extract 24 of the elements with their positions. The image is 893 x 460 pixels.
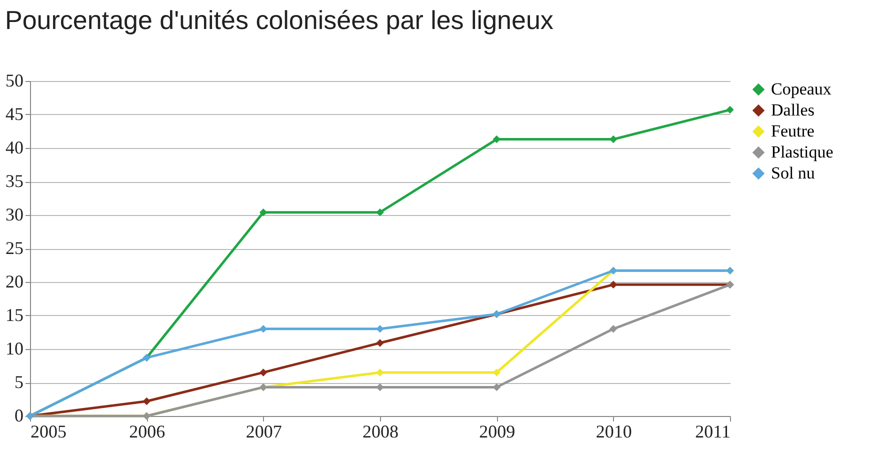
x-tick-label: 2010 [596,422,632,442]
y-tick-label: 35 [6,171,24,191]
x-tick-label: 2011 [695,422,730,442]
legend-label: Sol nu [771,164,816,182]
chart-title: Pourcentage d'unités colonisées par les ligneux [5,5,554,35]
legend-label: Feutre [771,122,814,140]
y-tick-label: 5 [14,372,24,392]
y-tick-label: 45 [6,104,24,124]
legend-label: Plastique [771,142,834,162]
y-tick-label: 30 [6,204,24,224]
y-tick-label: 15 [6,305,24,325]
y-tick-label: 50 [6,70,24,90]
legend-label: Dalles [771,100,814,120]
x-tick-label: 2005 [30,422,66,442]
y-tick-label: 25 [6,238,24,258]
x-tick-label: 2006 [129,422,166,442]
y-tick-label: 0 [14,406,24,426]
x-tick-label: 2009 [479,422,516,442]
x-tick-label: 2008 [362,422,398,442]
x-tick-label: 2007 [246,422,282,442]
y-tick-label: 20 [6,272,24,292]
legend-label: Copeaux [771,80,832,98]
y-tick-label: 40 [6,138,24,158]
y-tick-label: 10 [6,338,24,358]
